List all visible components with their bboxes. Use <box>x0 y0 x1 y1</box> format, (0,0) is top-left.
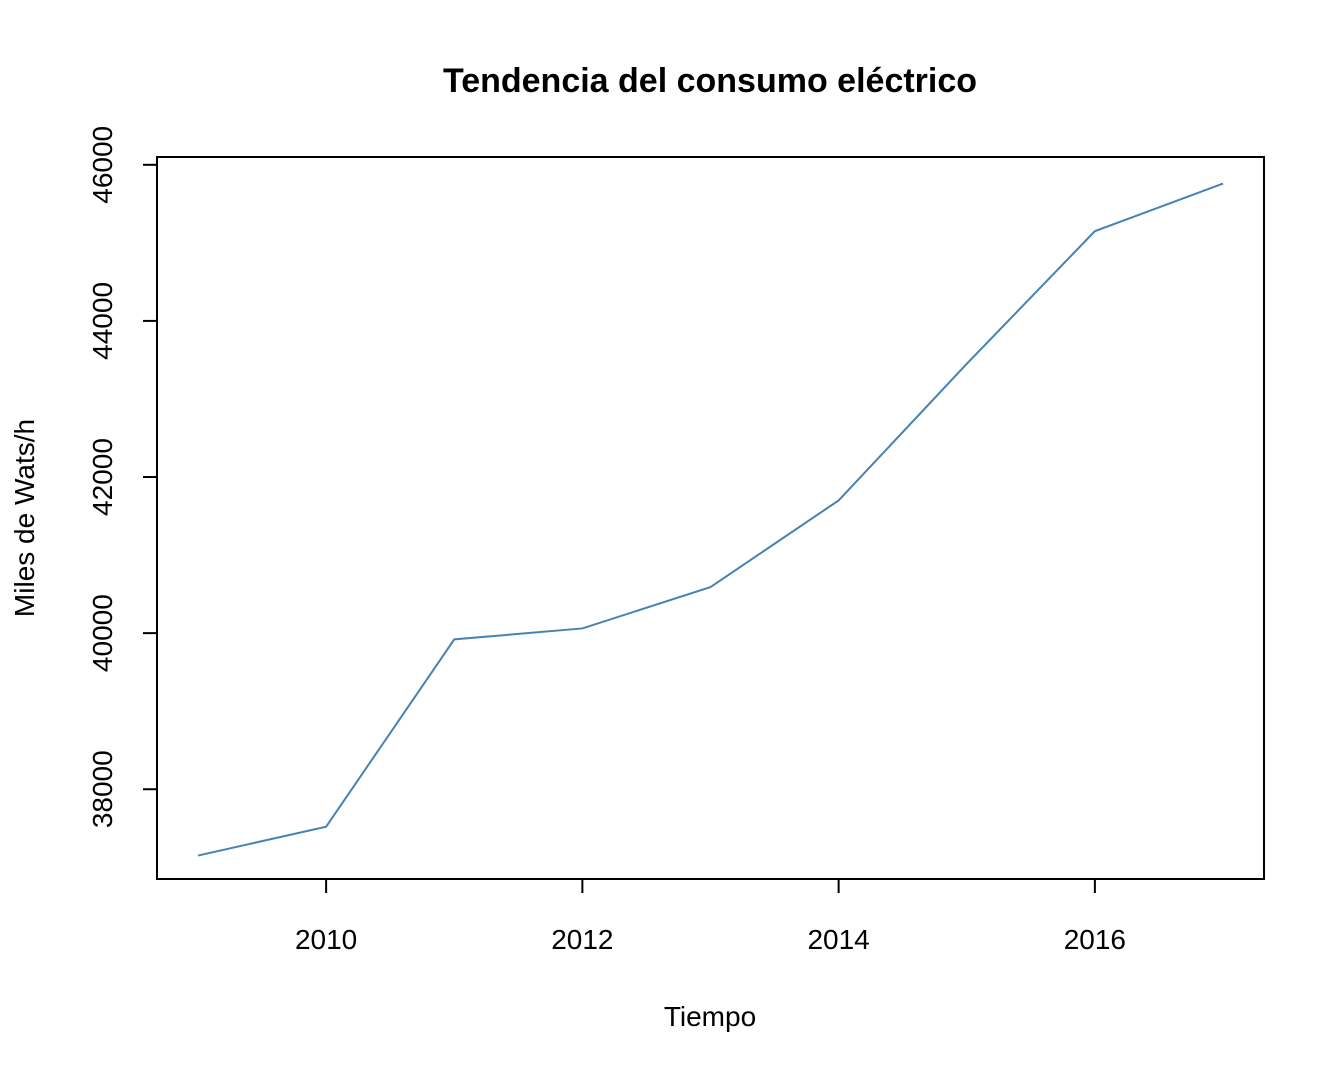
x-axis-label: Tiempo <box>664 1001 756 1032</box>
x-tick-label: 2016 <box>1064 924 1126 955</box>
y-axis: 38000 40000 42000 44000 46000 <box>87 126 158 828</box>
plot-area-frame <box>156 156 1265 880</box>
y-tick-label: 38000 <box>87 750 118 828</box>
series-line <box>197 182 1224 857</box>
x-tick-label: 2014 <box>807 924 869 955</box>
x-tick-label: 2012 <box>551 924 613 955</box>
y-axis-label: Miles de Wats/h <box>9 419 40 617</box>
x-tick-label: 2010 <box>295 924 357 955</box>
x-axis: 2010 2012 2014 2016 <box>295 878 1126 955</box>
y-tick-label: 40000 <box>87 594 118 672</box>
y-tick-label: 44000 <box>87 282 118 360</box>
y-tick-label: 42000 <box>87 438 118 516</box>
series-group <box>197 182 1224 857</box>
y-tick-label: 46000 <box>87 126 118 204</box>
chart-title: Tendencia del consumo eléctrico <box>443 62 977 100</box>
